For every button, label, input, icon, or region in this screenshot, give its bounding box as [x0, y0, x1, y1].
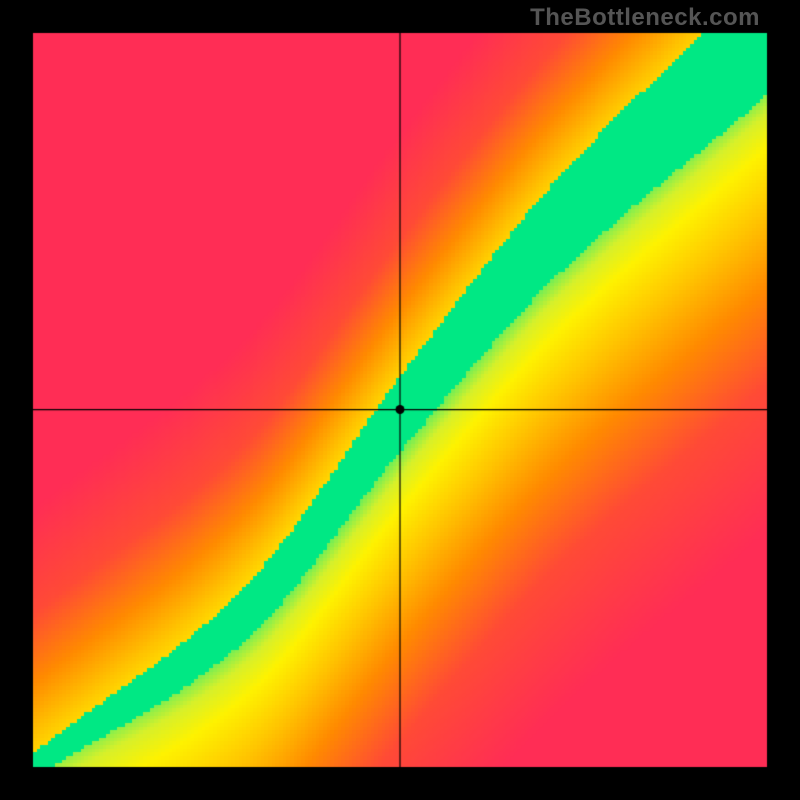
chart-container: TheBottleneck.com [0, 0, 800, 800]
heatmap-canvas [0, 0, 800, 800]
source-watermark: TheBottleneck.com [530, 4, 760, 32]
